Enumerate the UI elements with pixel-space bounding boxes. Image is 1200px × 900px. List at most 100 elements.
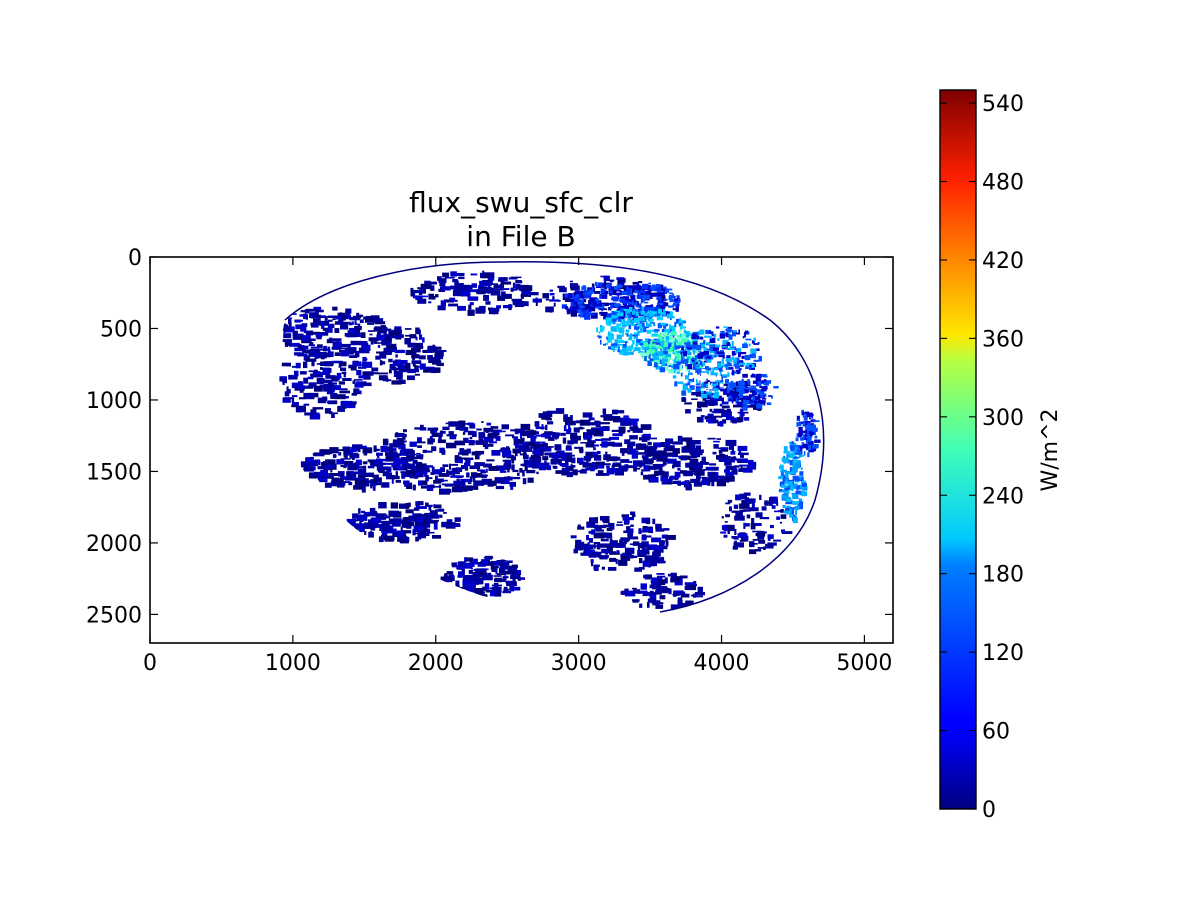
land-pixel bbox=[574, 297, 579, 302]
clear-sky-pixel bbox=[759, 517, 770, 520]
clear-sky-pixel bbox=[446, 469, 449, 473]
land-pixel bbox=[596, 327, 598, 333]
clear-sky-pixel bbox=[343, 449, 351, 456]
clear-sky-pixel bbox=[530, 461, 541, 467]
land-pixel bbox=[790, 487, 797, 489]
land-pixel bbox=[609, 287, 612, 294]
clear-sky-pixel bbox=[705, 466, 715, 470]
land-pixel bbox=[752, 380, 759, 384]
land-pixel bbox=[703, 335, 710, 338]
clear-sky-pixel bbox=[297, 343, 302, 349]
clear-sky-pixel bbox=[719, 453, 725, 459]
land-pixel bbox=[627, 288, 631, 294]
land-pixel bbox=[714, 350, 718, 355]
clear-sky-pixel bbox=[713, 399, 718, 406]
land-pixel bbox=[662, 358, 668, 363]
land-pixel bbox=[794, 464, 801, 469]
clear-sky-pixel bbox=[720, 447, 729, 452]
clear-sky-pixel bbox=[362, 361, 373, 368]
clear-sky-pixel bbox=[347, 347, 357, 353]
clear-sky-pixel bbox=[594, 525, 602, 531]
land-pixel bbox=[683, 380, 688, 385]
clear-sky-pixel bbox=[608, 307, 612, 311]
clear-sky-pixel bbox=[449, 463, 459, 466]
clear-sky-pixel bbox=[697, 416, 704, 423]
land-pixel bbox=[658, 356, 662, 360]
clear-sky-pixel bbox=[514, 301, 525, 307]
clear-sky-pixel bbox=[307, 376, 314, 380]
clear-sky-pixel bbox=[664, 577, 668, 584]
clear-sky-pixel bbox=[284, 330, 292, 333]
land-pixel bbox=[717, 351, 724, 355]
land-pixel bbox=[686, 359, 689, 361]
clear-sky-pixel bbox=[487, 434, 498, 438]
clear-sky-pixel bbox=[777, 510, 781, 512]
clear-sky-pixel bbox=[449, 434, 457, 440]
clear-sky-pixel bbox=[712, 451, 717, 455]
clear-sky-pixel bbox=[363, 472, 374, 477]
disk-limb bbox=[284, 261, 825, 613]
land-pixel bbox=[584, 293, 587, 297]
clear-sky-pixel bbox=[749, 549, 757, 555]
clear-sky-pixel bbox=[743, 509, 751, 512]
clear-sky-pixel bbox=[380, 325, 386, 328]
land-pixel bbox=[801, 482, 807, 487]
clear-sky-pixel bbox=[336, 315, 348, 319]
clear-sky-pixel bbox=[522, 433, 528, 436]
clear-sky-pixel bbox=[373, 341, 378, 344]
clear-sky-pixel bbox=[309, 456, 314, 461]
clear-sky-pixel bbox=[618, 465, 628, 472]
land-pixel bbox=[681, 390, 687, 396]
land-pixel bbox=[738, 352, 741, 358]
clear-sky-pixel bbox=[586, 535, 589, 541]
land-pixel bbox=[703, 363, 706, 367]
clear-sky-pixel bbox=[324, 315, 328, 321]
clear-sky-pixel bbox=[640, 583, 647, 590]
clear-sky-pixel bbox=[600, 516, 610, 521]
clear-sky-pixel bbox=[401, 447, 404, 451]
land-pixel bbox=[700, 369, 707, 372]
clear-sky-pixel bbox=[697, 401, 708, 408]
clear-sky-pixel bbox=[320, 470, 328, 477]
land-pixel bbox=[650, 322, 655, 324]
clear-sky-pixel bbox=[530, 437, 536, 442]
land-pixel bbox=[647, 360, 652, 366]
land-pixel bbox=[808, 440, 814, 446]
clear-sky-pixel bbox=[372, 474, 379, 478]
clear-sky-pixel bbox=[397, 434, 407, 438]
clear-sky-pixel bbox=[478, 438, 484, 445]
land-pixel bbox=[668, 339, 674, 343]
clear-sky-pixel bbox=[517, 280, 523, 283]
clear-sky-pixel bbox=[485, 431, 489, 433]
clear-sky-pixel bbox=[410, 290, 416, 297]
clear-sky-pixel bbox=[373, 477, 382, 483]
clear-sky-pixel bbox=[655, 463, 665, 467]
clear-sky-pixel bbox=[690, 478, 701, 483]
clear-sky-pixel bbox=[472, 473, 483, 478]
clear-sky-pixel bbox=[324, 361, 334, 367]
land-pixel bbox=[715, 344, 721, 348]
clear-sky-pixel bbox=[683, 445, 690, 449]
land-pixel bbox=[633, 335, 638, 340]
land-pixel bbox=[751, 352, 756, 355]
land-pixel bbox=[616, 334, 622, 340]
land-pixel bbox=[641, 345, 645, 348]
clear-sky-pixel bbox=[573, 428, 579, 432]
land-pixel bbox=[644, 338, 650, 344]
clear-sky-pixel bbox=[419, 465, 427, 468]
land-pixel bbox=[642, 300, 645, 303]
land-pixel bbox=[618, 314, 622, 320]
clear-sky-pixel bbox=[439, 488, 450, 495]
clear-sky-pixel bbox=[326, 390, 334, 395]
clear-sky-pixel bbox=[630, 511, 636, 515]
clear-sky-pixel bbox=[431, 466, 435, 473]
land-pixel bbox=[754, 395, 761, 401]
clear-sky-pixel bbox=[574, 446, 580, 449]
land-pixel bbox=[620, 307, 624, 313]
clear-sky-pixel bbox=[724, 524, 735, 532]
clear-sky-pixel bbox=[286, 386, 289, 391]
clear-sky-pixel bbox=[377, 372, 389, 375]
clear-sky-pixel bbox=[644, 449, 651, 454]
land-pixel bbox=[800, 480, 807, 485]
land-pixel bbox=[662, 360, 666, 366]
